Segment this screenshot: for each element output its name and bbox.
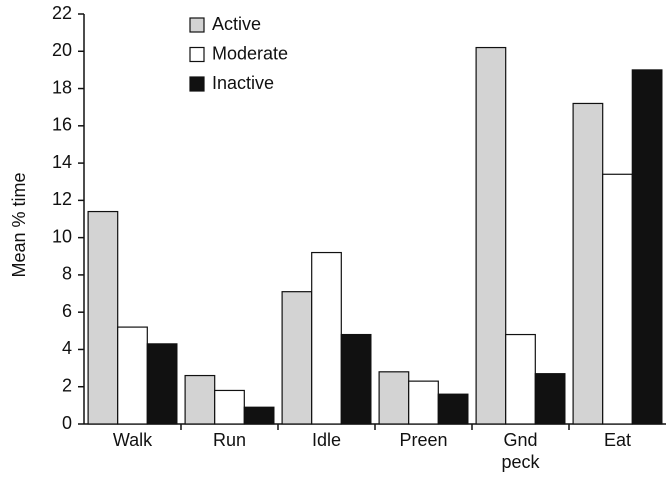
bar <box>281 291 313 425</box>
y-tick-label: 16 <box>52 115 72 135</box>
bar <box>437 393 469 425</box>
bar <box>87 210 119 425</box>
x-tick-label: Run <box>213 430 246 450</box>
legend-label: Inactive <box>212 73 274 93</box>
y-tick-label: 4 <box>62 338 72 358</box>
y-tick-label: 0 <box>62 413 72 433</box>
bar <box>243 406 275 425</box>
bar <box>378 371 410 425</box>
y-tick-label: 18 <box>52 77 72 97</box>
bar <box>408 380 439 425</box>
legend-swatch <box>189 76 205 92</box>
y-tick-label: 8 <box>62 264 72 284</box>
y-tick-label: 6 <box>62 301 72 321</box>
y-axis-label: Mean % time <box>9 172 29 277</box>
bar <box>505 333 536 425</box>
legend-swatch <box>189 17 205 33</box>
y-tick-label: 12 <box>52 189 72 209</box>
bar <box>184 374 216 425</box>
y-tick-label: 14 <box>52 152 72 172</box>
bar <box>534 373 566 425</box>
legend-label: Active <box>212 14 261 34</box>
y-tick-label: 10 <box>52 226 72 246</box>
y-tick-label: 22 <box>52 3 72 23</box>
x-tick-label: Idle <box>312 430 341 450</box>
bar <box>631 69 663 425</box>
bar <box>572 102 604 425</box>
x-tick-label: Preen <box>399 430 447 450</box>
y-tick-label: 2 <box>62 375 72 395</box>
x-tick-label: Gnd peck <box>501 430 540 472</box>
bar <box>340 333 372 425</box>
legend-label: Moderate <box>212 43 288 63</box>
bar <box>475 46 507 425</box>
x-tick-label: Eat <box>604 430 631 450</box>
bar <box>117 326 148 425</box>
bar <box>602 173 633 425</box>
y-tick-label: 20 <box>52 40 72 60</box>
bar <box>214 389 245 425</box>
legend-swatch <box>189 46 205 63</box>
bar <box>311 251 342 425</box>
bar <box>146 343 178 425</box>
x-tick-label: Walk <box>113 430 153 450</box>
